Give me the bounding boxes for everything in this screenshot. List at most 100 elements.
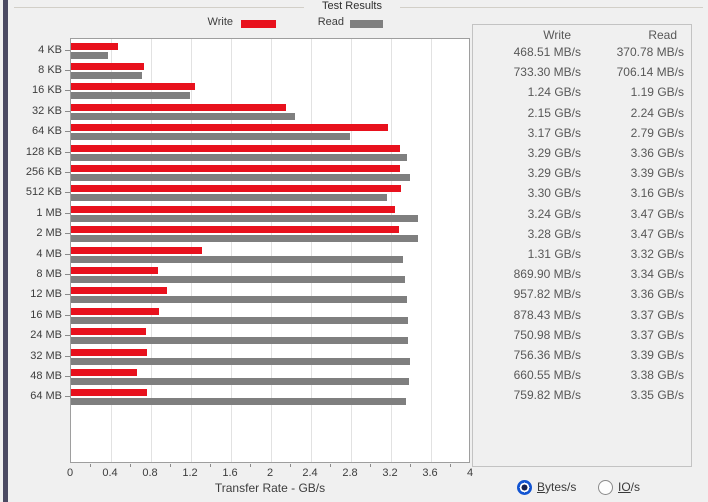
y-axis-label: 2 MB xyxy=(36,227,62,239)
read-value: 2.79 GB/s xyxy=(630,126,684,140)
write-bar xyxy=(71,369,137,376)
bytes-per-sec-radio[interactable] xyxy=(517,480,532,495)
y-axis-tick xyxy=(65,70,70,71)
write-bar xyxy=(71,328,146,335)
io-per-sec-radio[interactable] xyxy=(598,480,613,495)
gridline xyxy=(351,39,352,462)
window-edge-strip xyxy=(3,0,8,502)
x-axis-minor-tick xyxy=(250,464,251,467)
read-value: 3.39 GB/s xyxy=(630,348,684,362)
read-value: 3.38 GB/s xyxy=(630,368,684,382)
read-bar xyxy=(71,378,409,385)
y-axis-tick xyxy=(65,233,70,234)
y-axis-tick xyxy=(65,294,70,295)
results-read-header: Read xyxy=(648,28,677,42)
x-axis-minor-tick xyxy=(90,464,91,467)
write-value: 3.30 GB/s xyxy=(527,186,581,200)
bytes-per-sec-radio-label[interactable]: Bytes/s xyxy=(537,480,577,494)
results-row: 957.82 MB/s 3.36 GB/s xyxy=(473,284,691,304)
read-value: 370.78 MB/s xyxy=(616,45,684,59)
io-per-sec-radio-label[interactable]: IO/s xyxy=(618,480,641,494)
read-bar xyxy=(71,174,410,181)
y-axis-tick xyxy=(65,376,70,377)
results-row: 3.28 GB/s 3.47 GB/s xyxy=(473,224,691,244)
y-axis-tick xyxy=(65,131,70,132)
write-bar xyxy=(71,349,147,356)
write-value: 957.82 MB/s xyxy=(513,287,581,301)
y-axis-tick xyxy=(65,192,70,193)
read-bar xyxy=(71,194,387,201)
x-axis-label: 4 xyxy=(466,467,474,479)
read-bar xyxy=(71,256,403,263)
results-row: 878.43 MB/s 3.37 GB/s xyxy=(473,305,691,325)
read-value: 3.36 GB/s xyxy=(630,287,684,301)
y-axis-tick xyxy=(65,111,70,112)
read-value: 3.16 GB/s xyxy=(630,186,684,200)
write-bar xyxy=(71,185,401,192)
results-row: 1.24 GB/s 1.19 GB/s xyxy=(473,82,691,102)
gridline xyxy=(231,39,232,462)
x-axis-label: 1.2 xyxy=(182,467,198,479)
write-value: 750.98 MB/s xyxy=(513,328,581,342)
write-bar xyxy=(71,389,147,396)
results-row: 2.15 GB/s 2.24 GB/s xyxy=(473,103,691,123)
y-axis-label: 4 KB xyxy=(38,44,62,56)
write-bar xyxy=(71,104,286,111)
x-axis-minor-tick xyxy=(170,464,171,467)
x-axis-label: 2 xyxy=(266,467,274,479)
y-axis-tick xyxy=(65,274,70,275)
y-axis-tick xyxy=(65,335,70,336)
write-value: 869.90 MB/s xyxy=(513,267,581,281)
results-row: 3.29 GB/s 3.39 GB/s xyxy=(473,163,691,183)
write-bar xyxy=(71,267,158,274)
x-axis-minor-tick xyxy=(370,464,371,467)
groupbox-border xyxy=(14,7,304,8)
results-row: 3.29 GB/s 3.36 GB/s xyxy=(473,143,691,163)
write-value: 756.36 MB/s xyxy=(513,348,581,362)
results-row: 468.51 MB/s 370.78 MB/s xyxy=(473,42,691,62)
y-axis-tick xyxy=(65,90,70,91)
y-axis-tick xyxy=(65,152,70,153)
read-value: 3.35 GB/s xyxy=(630,388,684,402)
read-value: 3.39 GB/s xyxy=(630,166,684,180)
y-axis-label: 512 KB xyxy=(25,186,62,198)
write-value: 468.51 MB/s xyxy=(513,45,581,59)
y-axis-label: 64 KB xyxy=(32,125,62,137)
y-axis-tick xyxy=(65,213,70,214)
read-bar xyxy=(71,337,408,344)
y-axis-label: 32 MB xyxy=(30,350,62,362)
read-bar xyxy=(71,235,418,242)
y-axis-label: 1 MB xyxy=(36,207,62,219)
y-axis-label: 8 KB xyxy=(38,64,62,76)
results-row: 1.31 GB/s 3.32 GB/s xyxy=(473,244,691,264)
legend-read-swatch xyxy=(350,20,383,28)
x-axis-label: 1.6 xyxy=(222,467,238,479)
write-bar xyxy=(71,206,395,213)
write-bar xyxy=(71,287,167,294)
write-bar xyxy=(71,308,159,315)
write-value: 733.30 MB/s xyxy=(513,65,581,79)
y-axis-tick xyxy=(65,396,70,397)
x-axis-label: 3.2 xyxy=(382,467,398,479)
page-title: Test Results xyxy=(322,0,382,12)
read-bar xyxy=(71,133,350,140)
write-value: 3.29 GB/s xyxy=(527,166,581,180)
x-axis-title: Transfer Rate - GB/s xyxy=(214,481,326,495)
results-write-header: Write xyxy=(543,28,571,42)
x-axis-minor-tick xyxy=(330,464,331,467)
groupbox-border xyxy=(400,7,703,8)
gridline xyxy=(391,39,392,462)
y-axis-label: 64 MB xyxy=(30,390,62,402)
write-value: 1.31 GB/s xyxy=(527,247,581,261)
results-row: 869.90 MB/s 3.34 GB/s xyxy=(473,264,691,284)
write-value: 1.24 GB/s xyxy=(527,85,581,99)
gridline xyxy=(271,39,272,462)
y-axis-tick xyxy=(65,254,70,255)
y-axis-label: 256 KB xyxy=(25,166,62,178)
write-bar xyxy=(71,43,118,50)
gridline xyxy=(311,39,312,462)
read-bar xyxy=(71,52,108,59)
x-axis-label: 0.4 xyxy=(102,467,118,479)
y-axis-label: 4 MB xyxy=(36,248,62,260)
read-bar xyxy=(71,358,410,365)
